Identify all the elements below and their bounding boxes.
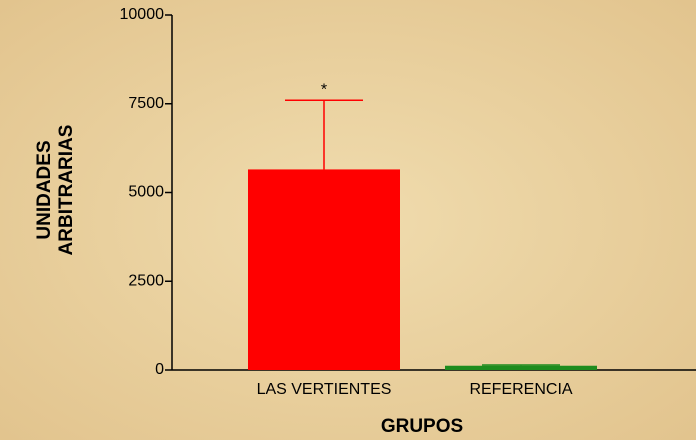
y-tick-label: 7500: [128, 95, 164, 112]
annotation: *: [321, 81, 327, 98]
y-tick-label: 5000: [128, 184, 164, 201]
x-tick-label: REFERENCIA: [469, 381, 572, 398]
x-tick-label: LAS VERTIENTES: [257, 381, 392, 398]
x-axis-label: GRUPOS: [381, 416, 463, 437]
y-axis-label: UNIDADES ARBITRARIAS: [34, 125, 77, 256]
y-tick-label: 0: [155, 361, 164, 378]
y-label-line: UNIDADES: [34, 140, 55, 239]
y-label-line: ARBITRARIAS: [56, 125, 77, 256]
bar: [248, 169, 400, 370]
y-tick-label: 2500: [128, 272, 164, 289]
y-tick-label: 10000: [120, 6, 165, 23]
bar: [445, 365, 597, 370]
